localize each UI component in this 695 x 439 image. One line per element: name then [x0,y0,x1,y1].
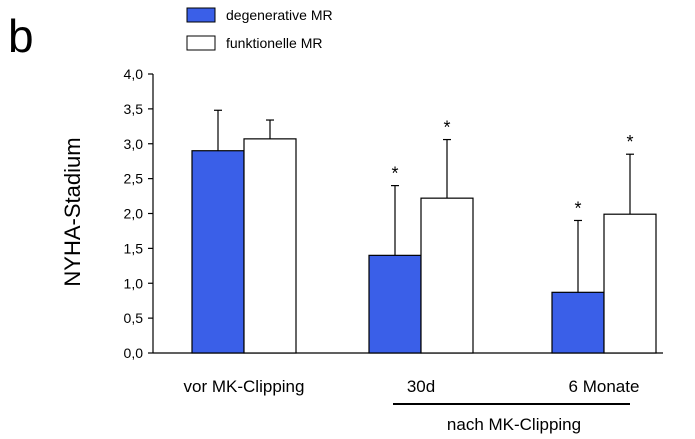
y-ticks: 0,0 0,5 1,0 1,5 2,0 2,5 3,0 3,5 4,0 [124,66,153,361]
bars: * * * * [191,109,657,354]
y-tick-label: 3,0 [124,136,144,152]
bar [191,150,245,354]
y-axis-label: NYHA-Stadium [60,137,85,286]
y-tick-label: 0,5 [124,310,144,326]
y-tick-label: 4,0 [124,66,144,82]
significance-marker: * [574,198,581,218]
y-tick-label: 3,5 [124,101,144,117]
legend: degenerative MR funktionelle MR [186,7,333,51]
bar [243,138,297,354]
category-label: 30d [407,377,435,396]
y-tick-label: 2,0 [124,206,144,222]
legend-label-funktionelle: funktionelle MR [226,35,323,51]
legend-swatch-degenerative [186,7,216,23]
bar [551,291,605,354]
category-label: vor MK-Clipping [184,377,305,396]
panel-letter: b [8,10,34,62]
y-tick-label: 1,0 [124,275,144,291]
y-tick-label: 2,5 [124,171,144,187]
y-tick-label: 0,0 [124,345,144,361]
category-labels: vor MK-Clipping 30d 6 Monate [184,377,640,396]
significance-marker: * [391,164,398,184]
bar [603,213,657,354]
legend-label-degenerative: degenerative MR [226,7,333,23]
bar [420,197,474,354]
group-label: nach MK-Clipping [447,415,581,434]
bar [368,254,422,354]
significance-marker: * [626,132,633,152]
category-label: 6 Monate [569,377,640,396]
y-tick-label: 1,5 [124,240,144,256]
significance-marker: * [443,118,450,138]
legend-swatch-funktionelle [186,35,216,51]
